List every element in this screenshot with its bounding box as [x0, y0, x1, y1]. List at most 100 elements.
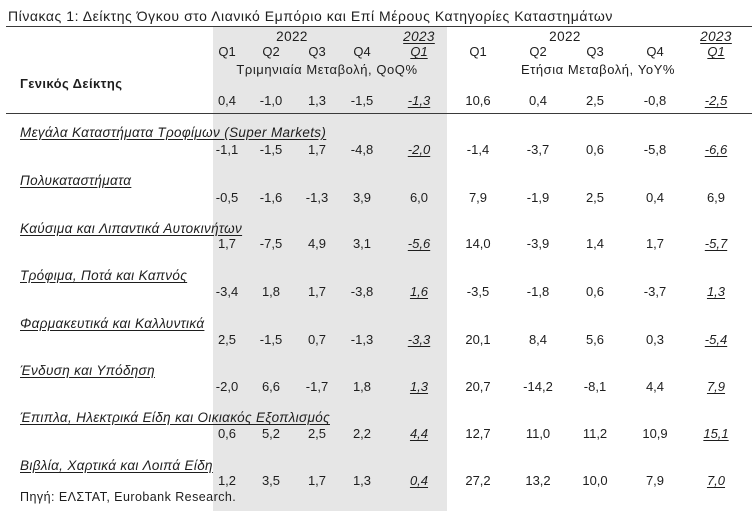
category-values: -0,5 -1,6 -1,3 3,9 6,0 7,9 -1,9 2,5 0,4 6,9 [0, 190, 754, 206]
header-years-row: 2022 2023 2022 2023 [0, 29, 754, 45]
qoq-year-2022: 2022 [276, 29, 308, 44]
category-label: Πολυκαταστήματα [20, 173, 132, 188]
category-values: 1,7 -7,5 4,9 3,1 -5,6 14,0 -3,9 1,4 1,7 -5,7 [0, 236, 754, 252]
category-label: Καύσιμα και Λιπαντικά Αυτοκινήτων [20, 221, 243, 236]
value-yoy-2022-q1: 14,0 [465, 236, 491, 251]
category-values: -3,4 1,8 1,7 -3,8 1,6 -3,5 -1,8 0,6 -3,7 1,3 [0, 284, 754, 300]
category-values: 2,5 -1,5 0,7 -1,3 -3,3 20,1 8,4 5,6 0,3 -5,4 [0, 332, 754, 348]
value-yoy-2023-q1: 7,0 [706, 473, 726, 488]
yoy-quarter-header: Q3 [586, 44, 604, 59]
value-yoy-2022-q1: -3,5 [466, 284, 490, 299]
header-measures-row: Τριμηνιαία Μεταβολή, QoQ% Ετήσια Μεταβολ… [0, 62, 754, 78]
category-label: Τρόφιμα, Ποτά και Καπνός [20, 268, 188, 283]
category-label: Φαρμακευτικά και Καλλυντικά [20, 316, 205, 331]
yoy-quarter-header: Q1 [469, 44, 487, 59]
value-qoq-2022-q4: -3,8 [350, 284, 374, 299]
value-yoy-2022-q3: 2,5 [585, 93, 605, 108]
table-title: Πίνακας 1: Δείκτης Όγκου στο Λιανικό Εμπ… [8, 8, 613, 24]
value-yoy-2022-q3: 10,0 [582, 473, 608, 488]
value-qoq-2022-q2: -1,6 [259, 190, 283, 205]
value-yoy-2022-q2: 8,4 [528, 332, 548, 347]
value-qoq-2023-q1: 1,6 [409, 284, 429, 299]
value-qoq-2022-q4: 3,9 [352, 190, 372, 205]
value-qoq-2022-q2: -7,5 [259, 236, 283, 251]
value-qoq-2022-q4: 3,1 [352, 236, 372, 251]
value-yoy-2022-q4: 1,7 [645, 236, 665, 251]
general-index-label: Γενικός Δείκτης [20, 76, 123, 91]
value-yoy-2023-q1: -2,5 [704, 93, 728, 108]
value-qoq-2022-q4: 1,3 [352, 473, 372, 488]
value-yoy-2022-q2: 11,0 [525, 426, 551, 441]
category-label: Ένδυση και Υπόδηση [20, 363, 155, 378]
value-qoq-2022-q4: 1,8 [352, 379, 372, 394]
value-yoy-2022-q4: -5,8 [643, 142, 667, 157]
value-qoq-2022-q4: 2,2 [352, 426, 372, 441]
header-bottom-rule [6, 113, 752, 114]
yoy-quarter-header: Q2 [529, 44, 547, 59]
header-quarters-row: Q1 Q2 Q3 Q4 Q1 Q1 Q2 Q3 Q4 Q1 [0, 44, 754, 60]
value-yoy-2022-q2: -1,8 [526, 284, 550, 299]
value-yoy-2023-q1: 6,9 [706, 190, 726, 205]
value-qoq-2023-q1: -1,3 [407, 93, 431, 108]
value-yoy-2023-q1: 7,9 [706, 379, 726, 394]
value-qoq-2022-q3: 1,3 [307, 93, 327, 108]
value-yoy-2022-q1: 20,1 [465, 332, 491, 347]
value-qoq-2022-q3: -1,7 [305, 379, 329, 394]
value-qoq-2022-q2: -1,5 [259, 142, 283, 157]
qoq-year-2023: 2023 [403, 29, 435, 44]
value-qoq-2022-q3: 1,7 [307, 473, 327, 488]
value-yoy-2022-q1: 12,7 [465, 426, 491, 441]
value-qoq-2022-q1: 2,5 [217, 332, 237, 347]
category-values: 0,6 5,2 2,5 2,2 4,4 12,7 11,0 11,2 10,9 15,1 [0, 426, 754, 442]
value-qoq-2022-q1: 1,7 [217, 236, 237, 251]
qoq-quarter-header-2023: Q1 [410, 44, 428, 59]
value-yoy-2022-q4: 7,9 [645, 473, 665, 488]
value-yoy-2022-q1: 20,7 [465, 379, 491, 394]
value-yoy-2022-q4: -0,8 [643, 93, 667, 108]
value-yoy-2022-q1: 10,6 [465, 93, 491, 108]
value-qoq-2022-q2: -1,0 [259, 93, 283, 108]
value-yoy-2022-q2: -1,9 [526, 190, 550, 205]
value-yoy-2022-q3: 0,6 [585, 284, 605, 299]
value-qoq-2022-q1: 1,2 [217, 473, 237, 488]
value-yoy-2022-q2: 13,2 [525, 473, 551, 488]
qoq-shaded-band [213, 27, 447, 511]
value-qoq-2022-q3: -1,3 [305, 190, 329, 205]
qoq-measure-label: Τριμηνιαία Μεταβολή, QoQ% [236, 62, 418, 77]
value-qoq-2022-q1: -0,5 [215, 190, 239, 205]
value-qoq-2023-q1: -5,6 [407, 236, 431, 251]
category-label: Έπιπλα, Ηλεκτρικά Είδη και Οικιακός Εξοπ… [20, 410, 330, 425]
value-qoq-2023-q1: -3,3 [407, 332, 431, 347]
value-yoy-2023-q1: -5,4 [704, 332, 728, 347]
value-yoy-2022-q1: -1,4 [466, 142, 490, 157]
value-qoq-2022-q4: -1,5 [350, 93, 374, 108]
value-qoq-2022-q1: -3,4 [215, 284, 239, 299]
value-yoy-2022-q4: 0,3 [645, 332, 665, 347]
value-yoy-2022-q2: 0,4 [528, 93, 548, 108]
value-qoq-2022-q2: -1,5 [259, 332, 283, 347]
value-yoy-2022-q3: 0,6 [585, 142, 605, 157]
yoy-year-2022: 2022 [549, 29, 581, 44]
value-yoy-2022-q3: 1,4 [585, 236, 605, 251]
value-yoy-2022-q4: -3,7 [643, 284, 667, 299]
category-values: -1,1 -1,5 1,7 -4,8 -2,0 -1,4 -3,7 0,6 -5,8 -6,6 [0, 142, 754, 158]
category-label: Μεγάλα Καταστήματα Τροφίμων (Super Marke… [20, 125, 327, 140]
value-qoq-2022-q1: -2,0 [215, 379, 239, 394]
category-values: -2,0 6,6 -1,7 1,8 1,3 20,7 -14,2 -8,1 4,4 7,9 [0, 379, 754, 395]
qoq-quarter-header: Q2 [262, 44, 280, 59]
value-qoq-2022-q2: 3,5 [261, 473, 281, 488]
yoy-quarter-header-2023: Q1 [707, 44, 725, 59]
value-qoq-2023-q1: -2,0 [407, 142, 431, 157]
value-qoq-2022-q3: 1,7 [307, 142, 327, 157]
value-qoq-2022-q1: -1,1 [215, 142, 239, 157]
top-rule [6, 26, 752, 27]
value-yoy-2023-q1: -5,7 [704, 236, 728, 251]
value-yoy-2022-q3: 5,6 [585, 332, 605, 347]
qoq-quarter-header: Q1 [218, 44, 236, 59]
source-note: Πηγή: ΕΛΣΤΑΤ, Eurobank Research. [20, 490, 237, 504]
value-qoq-2023-q1: 4,4 [409, 426, 429, 441]
value-qoq-2023-q1: 1,3 [409, 379, 429, 394]
value-qoq-2022-q2: 6,6 [261, 379, 281, 394]
value-qoq-2022-q4: -4,8 [350, 142, 374, 157]
value-yoy-2022-q1: 7,9 [468, 190, 488, 205]
